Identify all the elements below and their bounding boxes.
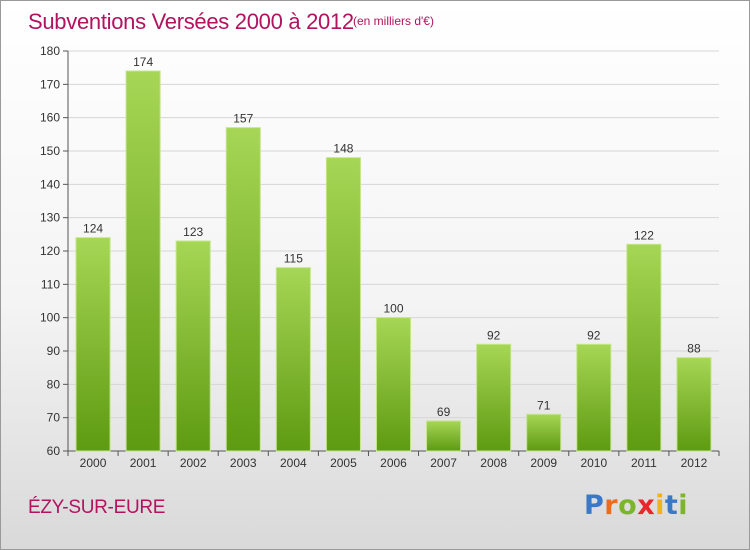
bar [325, 157, 361, 452]
bar-value-label: 122 [634, 228, 654, 242]
logo-letter: x [637, 490, 656, 521]
bar-value-label: 92 [487, 328, 501, 342]
logo-letter: i [678, 490, 689, 521]
bar-value-label: 71 [537, 398, 551, 412]
logo-letter: P [584, 490, 605, 521]
bar [476, 343, 512, 452]
x-tick-label: 2004 [280, 456, 307, 470]
y-tick-label: 180 [40, 44, 60, 58]
bar [225, 127, 261, 452]
labels: 60 70 80 90 100 110 120 130 140 150 160 170 180 124 20… [40, 44, 708, 470]
logo-letter: t [664, 490, 679, 521]
bar-value-label: 69 [437, 405, 451, 419]
bar-value-label: 124 [83, 222, 103, 236]
y-tick-label: 160 [40, 111, 60, 125]
bar-value-label: 100 [383, 302, 403, 316]
x-tick-label: 2003 [230, 456, 257, 470]
bar [125, 70, 161, 452]
y-tick-label: 80 [47, 377, 61, 391]
bar [676, 357, 712, 452]
bar [626, 243, 662, 452]
x-tick-label: 2012 [681, 456, 708, 470]
x-tick-label: 2007 [430, 456, 457, 470]
y-tick-label: 70 [47, 411, 61, 425]
bar [375, 317, 412, 452]
location-name: ÉZY-SUR-EURE [28, 497, 166, 518]
chart-title: Subventions Versées 2000 à 2012 [28, 9, 354, 34]
bar [426, 420, 462, 452]
bar-value-label: 148 [333, 142, 353, 156]
logo-letter: r [604, 490, 619, 521]
bar-value-label: 92 [587, 328, 601, 342]
bar [526, 413, 562, 452]
bar [576, 343, 612, 452]
logo-letter: o [618, 490, 638, 521]
x-tick-label: 2009 [530, 456, 557, 470]
bars [75, 70, 712, 452]
y-tick-label: 120 [40, 244, 60, 258]
x-tick-label: 2002 [180, 456, 207, 470]
bar-value-label: 174 [133, 55, 153, 69]
proxiti-logo: Proxiti [584, 490, 688, 521]
y-tick-label: 90 [47, 344, 61, 358]
logo-letter: i [655, 490, 665, 521]
bar [75, 237, 111, 452]
x-tick-label: 2001 [130, 456, 157, 470]
bar-value-label: 115 [284, 252, 303, 266]
x-tick-label: 2006 [380, 456, 407, 470]
unit-note: (en milliers d'€) [353, 14, 434, 28]
y-tick-label: 150 [40, 144, 60, 158]
y-tick-label: 130 [40, 211, 60, 225]
x-tick-label: 2008 [480, 456, 507, 470]
y-tick-label: 60 [47, 444, 61, 458]
bar-value-label: 123 [183, 225, 203, 239]
bar-value-label: 88 [687, 342, 701, 356]
bar [275, 267, 311, 452]
x-tick-label: 2010 [580, 456, 607, 470]
bar [175, 240, 211, 452]
y-tick-label: 170 [40, 77, 60, 91]
x-tick-label: 2005 [330, 456, 357, 470]
bar-value-label: 157 [233, 112, 253, 126]
y-tick-label: 140 [40, 177, 60, 191]
x-tick-label: 2000 [80, 456, 107, 470]
y-tick-label: 110 [41, 277, 60, 291]
x-tick-label: 2011 [631, 456, 657, 470]
y-tick-label: 100 [40, 311, 60, 325]
